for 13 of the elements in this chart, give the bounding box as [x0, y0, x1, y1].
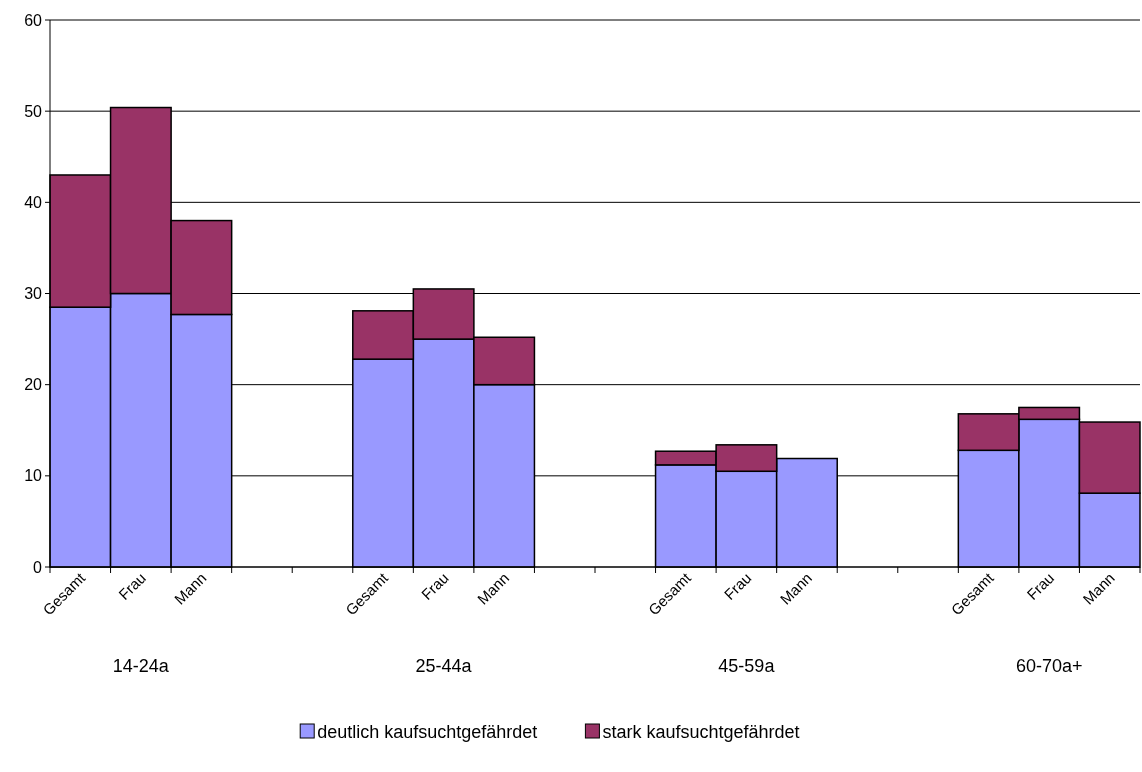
y-tick-label: 30: [24, 285, 43, 303]
y-tick-label: 40: [24, 193, 43, 211]
legend-label: deutlich kaufsuchtgefährdet: [317, 722, 538, 743]
text: 45-59a: [718, 656, 776, 676]
y-tick-label: 0: [33, 558, 43, 576]
y-tick-label: 10: [24, 467, 43, 485]
text: 14-24a: [112, 656, 170, 676]
y-tick-label: 20: [24, 376, 43, 394]
y-tick-label: 60: [24, 11, 43, 29]
text: 60-70a+: [1015, 656, 1083, 676]
y-tick-label: 50: [24, 102, 43, 120]
text: 25-44a: [415, 656, 473, 676]
legend-label: stark kaufsuchtgefährdet: [602, 722, 800, 743]
